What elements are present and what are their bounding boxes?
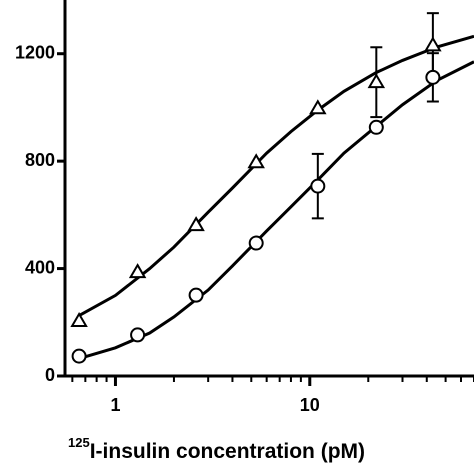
triangle-marker xyxy=(247,153,265,169)
y-tick-label: 400 xyxy=(25,257,55,277)
x-axis-label: I-insulin concentration (pM) xyxy=(90,440,365,463)
fit-curve xyxy=(78,60,474,360)
triangle-marker xyxy=(309,99,327,115)
y-tick-label: 1200 xyxy=(15,42,55,62)
triangle-marker xyxy=(424,36,442,52)
x-tick-label: 10 xyxy=(300,395,320,415)
fit-curve xyxy=(78,34,474,317)
x-axis-superscript: 125 xyxy=(68,435,90,450)
circle-marker xyxy=(248,235,264,251)
x-tick-label: 1 xyxy=(110,395,120,415)
triangle-marker xyxy=(128,263,147,279)
y-tick-label: 800 xyxy=(25,150,55,170)
circle-marker xyxy=(310,178,326,194)
circle-marker xyxy=(71,348,87,364)
x-axis-title: 125I-insulin concentration (pM) xyxy=(68,435,365,462)
circle-marker xyxy=(425,69,441,85)
triangle-marker xyxy=(187,216,205,232)
circle-marker xyxy=(368,119,384,135)
triangle-marker xyxy=(367,73,386,89)
triangle-marker xyxy=(70,311,88,327)
circle-marker xyxy=(130,327,146,343)
y-tick-label: 0 xyxy=(45,365,55,385)
circle-marker xyxy=(188,287,204,303)
